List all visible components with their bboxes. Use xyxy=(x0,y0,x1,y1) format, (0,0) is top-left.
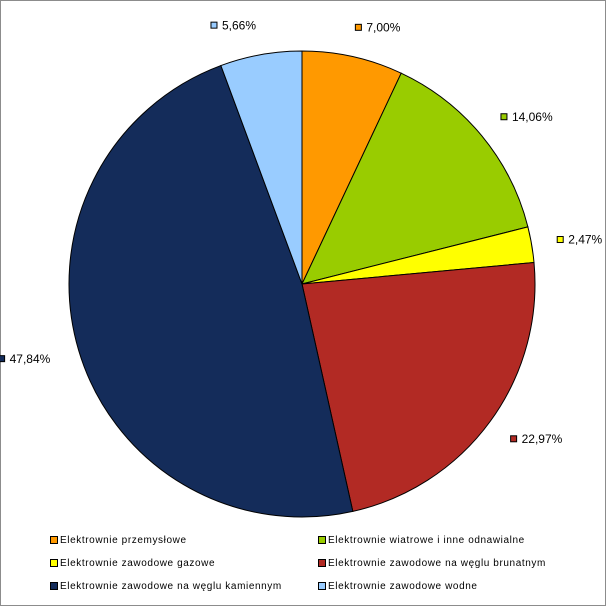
data-label-text: 2,47% xyxy=(568,233,602,247)
data-label-elektrownie-zawodowe-gazowe: 2,47% xyxy=(556,233,603,247)
data-label-text: 22,97% xyxy=(522,432,563,446)
pie-slice-elektrownie-przemyslowe xyxy=(301,50,402,285)
legend-label: Elektrownie zawodowe wodne xyxy=(328,580,478,592)
data-label-swatch xyxy=(210,21,218,29)
data-label-text: 47,84% xyxy=(10,352,51,366)
data-label-text: 14,06% xyxy=(512,110,553,124)
legend-label: Elektrownie zawodowe gazowe xyxy=(60,557,216,569)
data-label-elektrownie-wiatrowe-i-inne-odnawialne: 14,06% xyxy=(500,110,553,124)
data-label-elektrownie-zawodowe-na-weglu-kamiennym: 47,84% xyxy=(0,352,51,366)
data-label-swatch xyxy=(500,113,508,121)
legend-item-elektrownie-wiatrowe-i-inne-odnawialne: Elektrownie wiatrowe i inne odnawialne xyxy=(318,533,570,547)
legend-item-elektrownie-zawodowe-gazowe: Elektrownie zawodowe gazowe xyxy=(50,556,318,570)
data-label-swatch xyxy=(510,435,518,443)
pie-slice-elektrownie-zawodowe-wodne xyxy=(220,50,303,285)
pie-chart: 7,00% 14,06% 2,47% 22,97% 47,84% 5,66% xyxy=(0,18,603,518)
legend-swatch xyxy=(50,536,58,544)
pie-slice-elektrownie-wiatrowe-i-inne-odnawialne xyxy=(301,72,529,285)
legend-swatch xyxy=(318,582,326,590)
legend-label: Elektrownie przemysłowe xyxy=(60,534,187,546)
data-label-swatch xyxy=(556,236,564,244)
data-label-elektrownie-zawodowe-na-weglu-brunatnym: 22,97% xyxy=(510,432,563,446)
legend-swatch xyxy=(50,559,58,567)
legend-label: Elektrownie zawodowe na węglu brunatnym xyxy=(328,557,546,569)
legend-swatch xyxy=(50,582,58,590)
data-label-swatch xyxy=(0,355,6,363)
legend-label: Elektrownie wiatrowe i inne odnawialne xyxy=(328,534,525,546)
legend-item-elektrownie-zawodowe-na-weglu-kamiennym: Elektrownie zawodowe na węglu kamiennym xyxy=(50,579,318,593)
data-label-text: 5,66% xyxy=(222,18,256,32)
legend-swatch xyxy=(318,559,326,567)
legend-swatch xyxy=(318,536,326,544)
data-label-elektrownie-zawodowe-wodne: 5,66% xyxy=(210,18,256,32)
data-label-text: 7,00% xyxy=(366,21,400,35)
legend-item-elektrownie-przemyslowe: Elektrownie przemysłowe xyxy=(50,533,318,547)
legend-item-elektrownie-zawodowe-na-weglu-brunatnym: Elektrownie zawodowe na węglu brunatnym xyxy=(318,556,570,570)
pie-slice-elektrownie-zawodowe-na-weglu-brunatnym xyxy=(301,261,536,512)
data-label-elektrownie-przemyslowe: 7,00% xyxy=(354,21,401,35)
data-label-swatch xyxy=(354,23,362,31)
legend-item-elektrownie-zawodowe-wodne: Elektrownie zawodowe wodne xyxy=(318,579,570,593)
legend-label: Elektrownie zawodowe na węglu kamiennym xyxy=(60,580,282,592)
pie-slice-elektrownie-zawodowe-na-weglu-kamiennym xyxy=(68,64,354,518)
chart-legend: Elektrownie przemysłowe Elektrownie wiatr… xyxy=(50,533,570,593)
